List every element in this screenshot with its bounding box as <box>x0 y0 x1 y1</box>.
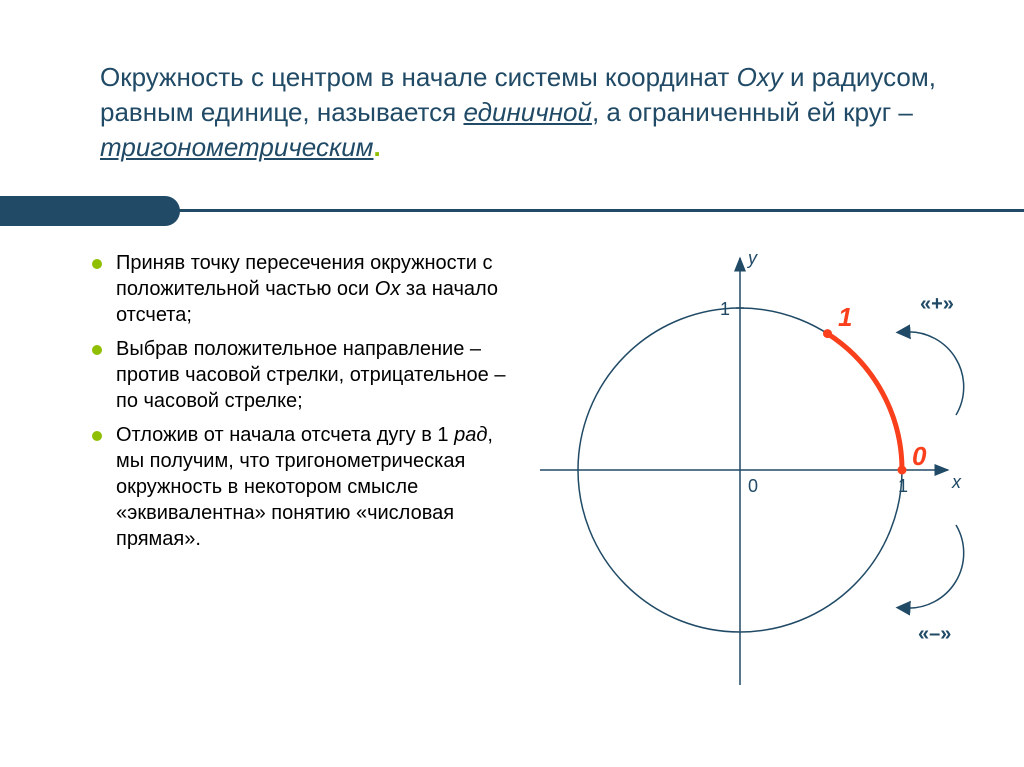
point-one-rad <box>823 329 832 338</box>
bullet-1-italic: Ox <box>375 278 401 300</box>
title-part3: , а ограниченный ей круг – <box>592 97 913 127</box>
point-zero <box>898 466 907 475</box>
x-axis-label: x <box>951 472 962 492</box>
bullet-3-italic: рад <box>454 424 487 446</box>
title-part1: Окружность с центром в начале системы ко… <box>100 62 737 92</box>
unit-circle-diagram: y x 1 1 0 0 1 «+» «–» <box>520 240 980 740</box>
ccw-arrow <box>906 332 964 415</box>
bullet-list: Приняв точку пересечения окружности с по… <box>88 250 508 560</box>
x-tick-1: 1 <box>898 476 908 496</box>
radian-arc <box>828 334 903 470</box>
cw-arrow <box>906 525 964 608</box>
plus-label: «+» <box>920 293 954 315</box>
title-dot: . <box>374 132 381 162</box>
bullet-1: Приняв точку пересечения окружности с по… <box>88 250 508 328</box>
bullet-3: Отложив от начала отсчета дугу в 1 рад, … <box>88 422 508 552</box>
bullet-2: Выбрав положительное направление – проти… <box>88 336 508 414</box>
title-oxy: Oxy <box>737 62 783 92</box>
minus-label: «–» <box>918 623 951 645</box>
bullet-3-text-a: Отложив от начала отсчета дугу в 1 <box>116 424 454 446</box>
title-underline2: тригонометрическим <box>100 132 374 162</box>
origin-label: 0 <box>748 476 758 496</box>
y-axis-label: y <box>746 248 758 268</box>
point-zero-label: 0 <box>912 441 927 471</box>
divider <box>0 196 1024 226</box>
point-one-label: 1 <box>838 302 852 332</box>
bullet-2-text: Выбрав положительное направление – проти… <box>116 338 505 412</box>
y-tick-1: 1 <box>720 299 730 319</box>
slide-title: Окружность с центром в начале системы ко… <box>0 0 1024 185</box>
title-underline1: единичной <box>463 97 591 127</box>
divider-pill <box>0 196 180 226</box>
